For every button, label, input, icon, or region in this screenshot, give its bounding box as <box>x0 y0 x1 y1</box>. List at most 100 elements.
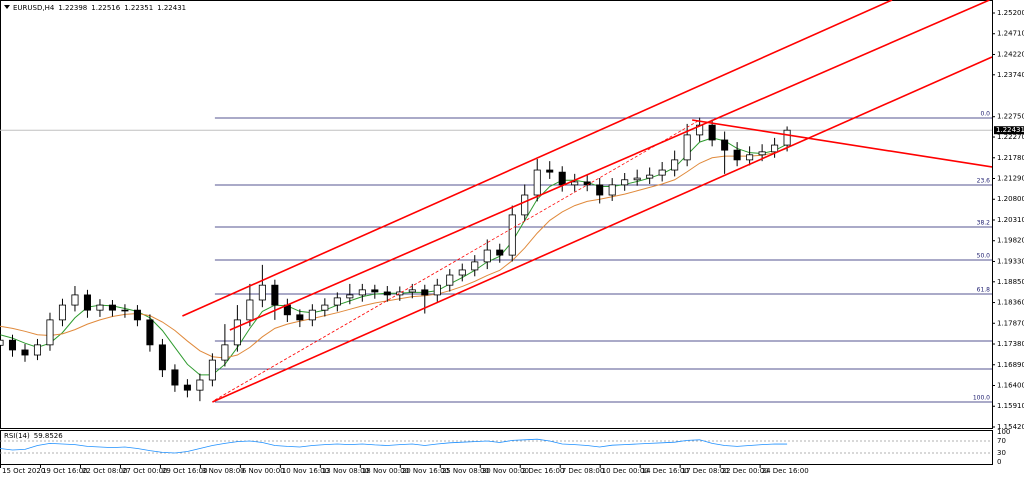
candle-body <box>433 284 441 296</box>
moving-average <box>0 137 788 376</box>
candle-body <box>233 319 241 346</box>
candle-body <box>483 249 491 263</box>
candle-body <box>446 274 454 286</box>
candle-body <box>46 319 54 346</box>
candle-body <box>683 134 691 161</box>
y-tick-label: 1.15910 <box>997 402 1024 410</box>
x-tick-label: 25 Nov 08:00 <box>442 467 489 475</box>
candle-body <box>333 297 341 306</box>
candle-body <box>758 151 766 156</box>
symbol: EURUSD,H4 <box>13 4 55 12</box>
candle-body <box>196 379 204 391</box>
y-tick-label: 1.16890 <box>997 361 1024 369</box>
candle-body <box>121 309 129 312</box>
y-tick-label: 1.19330 <box>997 257 1024 265</box>
x-tick-label: 24 Dec 16:00 <box>762 467 809 475</box>
fib-label: 61.8 <box>977 286 991 293</box>
candle-body <box>458 269 466 276</box>
candle-body <box>33 344 42 356</box>
candle-body <box>521 194 529 216</box>
y-tick-label: 1.22750 <box>997 113 1024 121</box>
candle-body <box>83 294 91 311</box>
candle-body <box>671 159 679 171</box>
x-tick-label: 10 Nov 16:00 <box>282 467 329 475</box>
x-tick-label: 17 Dec 08:00 <box>682 467 729 475</box>
y-tick-label: 1.25200 <box>997 9 1024 17</box>
rsi-plot <box>0 438 992 454</box>
y-tick-label: 1.21290 <box>997 175 1024 183</box>
candle-body <box>346 294 354 299</box>
x-tick-label: 18 Nov 00:00 <box>362 467 409 475</box>
x-tick-label: 22 Dec 00:00 <box>722 467 769 475</box>
trendline <box>212 56 992 403</box>
y-tick-label: 1.24220 <box>997 50 1024 58</box>
candle-body <box>783 129 791 146</box>
y-tick-label: 1.24710 <box>997 30 1024 38</box>
x-tick-label: 29 Oct 16:00 <box>162 467 208 475</box>
candle-body <box>258 284 266 301</box>
candle-body <box>133 309 141 321</box>
header-arrow <box>4 5 10 9</box>
candle-body <box>496 249 504 256</box>
x-tick-label: 15 Oct 2020 <box>2 467 45 475</box>
moving-average <box>0 147 788 359</box>
y-tick-label: 1.21780 <box>997 154 1024 162</box>
candle-body <box>771 144 779 153</box>
candle-body <box>208 359 216 381</box>
rsi-tick-label: 30 <box>997 449 1006 457</box>
candle-body <box>158 344 166 371</box>
candle-body <box>246 299 254 321</box>
candle-body <box>396 291 404 296</box>
y-tick-label: 1.16400 <box>997 382 1024 390</box>
header-high: 1.22516 <box>91 4 120 12</box>
candle-body <box>271 284 279 306</box>
x-tick-label: 2 Dec 16:00 <box>522 467 565 475</box>
x-tick-label: 22 Oct 08:00 <box>82 467 128 475</box>
candle-body <box>358 289 366 296</box>
x-tick-label: 10 Dec 00:00 <box>602 467 649 475</box>
candle-body <box>221 344 229 361</box>
y-tick-label: 1.19820 <box>997 237 1024 245</box>
trendline <box>692 119 992 168</box>
candle-body <box>308 309 316 321</box>
candle-body <box>171 369 179 386</box>
x-tick-label: 3 Nov 08:00 <box>202 467 245 475</box>
y-tick-label: 1.17870 <box>997 319 1024 327</box>
header-open: 1.22398 <box>58 4 87 12</box>
candle-body <box>321 304 329 311</box>
candle-body <box>708 124 716 141</box>
fib-label: 100.0 <box>973 395 990 402</box>
x-tick-label: 19 Oct 16:00 <box>42 467 88 475</box>
y-tick-label: 1.17380 <box>997 340 1024 348</box>
y-tick-label: 1.23740 <box>997 71 1024 79</box>
x-tick-label: 30 Nov 00:00 <box>482 467 529 475</box>
candle-body <box>733 149 741 161</box>
header-close: 1.22431 <box>157 4 186 12</box>
header-low: 1.22351 <box>124 4 153 12</box>
fib-label: 50.0 <box>977 252 991 259</box>
candle-body <box>596 184 604 196</box>
trendline <box>229 0 990 331</box>
x-tick-label: 27 Oct 00:00 <box>122 467 168 475</box>
x-tick-label: 7 Dec 08:00 <box>562 467 605 475</box>
candle-body <box>746 154 754 161</box>
rsi-header: RSI(14) 59.8526 <box>4 432 63 440</box>
candle-body <box>108 304 116 311</box>
candle-body <box>71 294 79 306</box>
candle-body <box>546 169 554 173</box>
y-tick-label: 1.18360 <box>997 299 1024 307</box>
candle-body <box>421 289 429 296</box>
candle-body <box>646 174 654 179</box>
candle-body <box>658 169 666 176</box>
fib-label: 38.2 <box>977 219 991 226</box>
candle-body <box>383 291 391 296</box>
fib-label: 23.6 <box>977 177 991 184</box>
candle-body <box>296 314 304 321</box>
y-tick-label: 1.20800 <box>997 195 1024 203</box>
candle-body <box>58 304 66 321</box>
y-tick-label: 1.22270 <box>997 133 1024 141</box>
header: EURUSD,H4 1.22398 1.22516 1.22351 1.22431 <box>13 4 186 12</box>
candle-body <box>571 181 579 186</box>
rsi-name: RSI(14) <box>4 432 30 440</box>
